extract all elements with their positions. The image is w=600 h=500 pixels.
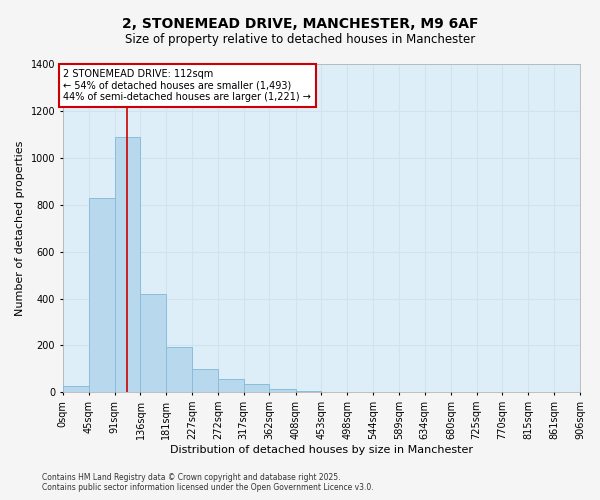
Bar <box>140 294 166 392</box>
Text: 2, STONEMEAD DRIVE, MANCHESTER, M9 6AF: 2, STONEMEAD DRIVE, MANCHESTER, M9 6AF <box>122 18 478 32</box>
Bar <box>296 391 322 392</box>
X-axis label: Distribution of detached houses by size in Manchester: Distribution of detached houses by size … <box>170 445 473 455</box>
Bar <box>89 198 115 392</box>
Text: Size of property relative to detached houses in Manchester: Size of property relative to detached ho… <box>125 32 475 46</box>
Text: 2 STONEMEAD DRIVE: 112sqm
← 54% of detached houses are smaller (1,493)
44% of se: 2 STONEMEAD DRIVE: 112sqm ← 54% of detac… <box>64 68 311 102</box>
Bar <box>63 386 89 392</box>
Bar <box>218 380 244 392</box>
Bar <box>115 136 140 392</box>
Bar <box>193 369 218 392</box>
Bar <box>244 384 269 392</box>
Bar <box>166 346 193 393</box>
Bar <box>269 389 296 392</box>
Y-axis label: Number of detached properties: Number of detached properties <box>15 140 25 316</box>
Text: Contains HM Land Registry data © Crown copyright and database right 2025.
Contai: Contains HM Land Registry data © Crown c… <box>42 473 374 492</box>
